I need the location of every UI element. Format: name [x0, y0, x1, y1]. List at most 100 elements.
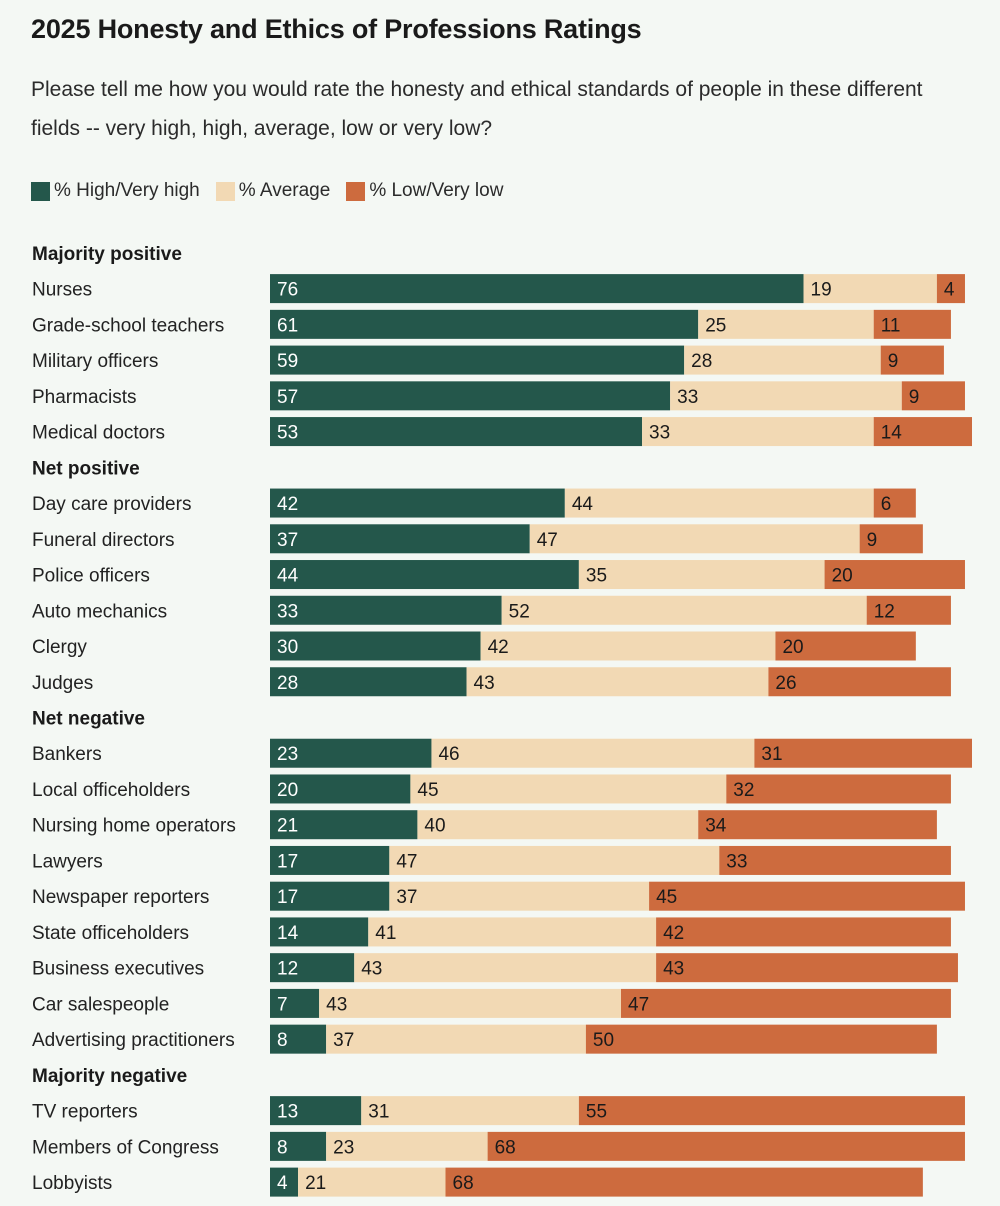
bar-segment-average [501, 595, 867, 625]
bar-segment-low [873, 488, 916, 518]
chart-title: 2025 Honesty and Ethics of Professions R… [31, 14, 642, 44]
bar-segment-high [270, 953, 355, 983]
bar-segment-low [656, 917, 951, 947]
category-label: Military officers [32, 351, 158, 372]
bar-segment-average [466, 667, 769, 697]
data-label-low: 68 [495, 1137, 516, 1158]
data-label-high: 8 [277, 1030, 288, 1051]
data-label-average: 33 [649, 423, 670, 444]
data-label-low: 9 [888, 351, 899, 372]
bar-segment-average [803, 274, 937, 304]
data-label-low: 20 [782, 637, 803, 658]
data-label-average: 31 [368, 1102, 389, 1123]
bar-row: Bankers 23 46 31 [32, 738, 972, 768]
data-label-high: 53 [277, 423, 298, 444]
data-label-low: 50 [593, 1030, 614, 1051]
bar-segment-high [270, 524, 530, 554]
data-label-average: 25 [705, 315, 726, 336]
data-label-high: 28 [277, 673, 298, 694]
data-label-average: 43 [361, 959, 382, 980]
data-label-average: 52 [509, 601, 530, 622]
bar-segment-high [270, 1024, 327, 1054]
data-label-low: 33 [726, 851, 747, 872]
data-label-high: 14 [277, 923, 299, 944]
data-label-low: 12 [874, 601, 895, 622]
data-label-high: 20 [277, 780, 298, 801]
bar-segment-low [649, 881, 965, 911]
bar-segment-high [270, 1167, 299, 1197]
data-label-high: 17 [277, 851, 298, 872]
category-label: Funeral directors [32, 530, 175, 551]
bar-row: Police officers 44 35 20 [32, 560, 965, 590]
bar-row: Grade-school teachers 61 25 11 [32, 309, 951, 339]
bar-segment-low [621, 988, 951, 1018]
category-label: Judges [32, 673, 93, 694]
data-label-average: 47 [537, 530, 558, 551]
bar-segment-average [431, 738, 755, 768]
data-label-average: 19 [811, 280, 832, 301]
data-label-average: 21 [305, 1173, 326, 1194]
bar-row: Lawyers 17 47 33 [32, 845, 951, 875]
data-label-low: 42 [663, 923, 684, 944]
bar-segment-high [270, 845, 390, 875]
bar-segment-average [319, 988, 621, 1018]
bar-segment-high [270, 488, 565, 518]
legend-item-low: % Low/Very low [346, 180, 503, 202]
data-label-average: 28 [691, 351, 712, 372]
group-label: Majority positive [32, 244, 182, 265]
chart-subtitle: Please tell me how you would rate the ho… [31, 78, 923, 140]
bar-segment-average [578, 560, 825, 590]
bar-segment-low [656, 953, 958, 983]
bar-segment-average [326, 1024, 586, 1054]
category-label: Car salespeople [32, 994, 169, 1015]
bar-segment-average [354, 953, 657, 983]
legend-item-high: % High/Very high [31, 180, 200, 202]
data-label-high: 76 [277, 280, 298, 301]
data-label-high: 8 [277, 1137, 288, 1158]
data-label-high: 12 [277, 959, 298, 980]
data-label-low: 11 [881, 315, 901, 336]
bar-row: Day care providers 42 44 6 [32, 488, 916, 518]
bar-segment-average [389, 845, 720, 875]
legend-swatch-high [31, 181, 50, 201]
bar-segment-average [564, 488, 874, 518]
data-label-low: 47 [628, 994, 649, 1015]
bar-row: Advertising practitioners 8 37 50 [32, 1024, 937, 1054]
bar-row: Auto mechanics 33 52 12 [32, 595, 951, 625]
data-label-low: 68 [453, 1173, 474, 1194]
bar-row: Business executives 12 43 43 [32, 953, 958, 983]
bar-segment-high [270, 774, 411, 804]
bar-segment-low [585, 1024, 937, 1054]
data-label-high: 17 [277, 887, 298, 908]
bar-segment-average [368, 917, 657, 947]
category-label: State officeholders [32, 923, 189, 944]
data-label-high: 42 [277, 494, 298, 515]
legend-swatch-average [215, 181, 235, 201]
bar-segment-low [726, 774, 951, 804]
bar-row: Pharmacists 57 33 9 [32, 381, 965, 411]
category-label: Members of Congress [32, 1137, 219, 1158]
category-label: Advertising practitioners [32, 1030, 235, 1051]
bar-row: Car salespeople 7 43 47 [32, 988, 951, 1018]
bar-segment-low [936, 274, 965, 304]
bar-segment-high [270, 309, 699, 339]
bar-row: Medical doctors 53 33 14 [32, 417, 972, 447]
data-label-high: 30 [277, 637, 298, 658]
bar-segment-low [487, 1131, 965, 1161]
group-label: Majority negative [32, 1066, 187, 1087]
data-label-high: 13 [277, 1102, 298, 1123]
bar-segment-low [754, 738, 972, 768]
bar-segment-low [775, 631, 916, 661]
bar-segment-average [698, 309, 874, 339]
bar-segment-high [270, 738, 432, 768]
data-label-high: 7 [277, 994, 288, 1015]
bar-segment-high [270, 631, 481, 661]
bar-segment-low [768, 667, 951, 697]
bar-segment-low [578, 1096, 965, 1126]
bar-segment-high [270, 345, 685, 375]
bar-row: Judges 28 43 26 [32, 667, 951, 697]
bar-row: State officeholders 14 41 42 [32, 917, 951, 947]
data-label-high: 37 [277, 530, 298, 551]
category-label: Auto mechanics [32, 601, 167, 622]
data-label-high: 59 [277, 351, 298, 372]
